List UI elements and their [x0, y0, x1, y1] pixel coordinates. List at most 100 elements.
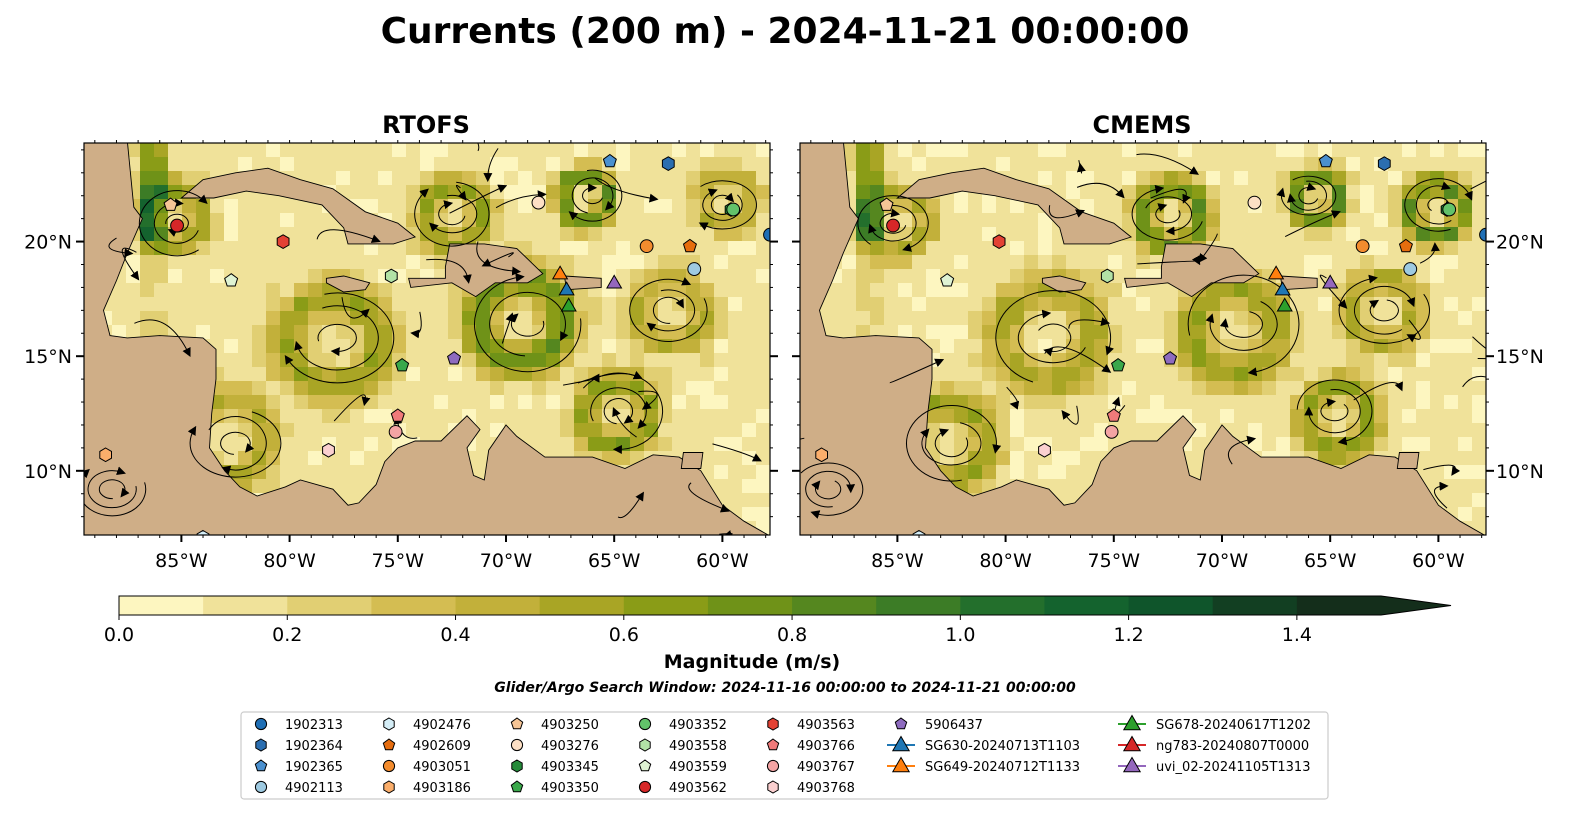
magnitude-cell — [1346, 143, 1361, 158]
magnitude-cell — [280, 157, 295, 172]
magnitude-cell — [1038, 227, 1053, 242]
magnitude-cell — [1388, 199, 1403, 214]
magnitude-cell — [1220, 143, 1235, 158]
legend-marker — [383, 717, 395, 731]
magnitude-cell — [1206, 283, 1221, 298]
magnitude-cell — [308, 395, 323, 410]
magnitude-cell — [1444, 213, 1459, 228]
magnitude-cell — [912, 297, 927, 312]
magnitude-cell — [714, 367, 729, 382]
streamline — [1353, 381, 1403, 401]
legend-item-4903768: 4903768 — [767, 780, 855, 796]
magnitude-cell — [982, 451, 997, 466]
streamline — [889, 358, 945, 384]
magnitude-cell — [898, 143, 913, 158]
magnitude-cell — [280, 255, 295, 270]
magnitude-cell — [280, 283, 295, 298]
magnitude-cell — [1038, 143, 1053, 158]
magnitude-cell — [252, 297, 267, 312]
magnitude-cell — [1038, 465, 1053, 480]
platform-marker-4903352 — [1442, 202, 1457, 217]
magnitude-cell — [574, 143, 589, 158]
magnitude-cell — [588, 297, 603, 312]
magnitude-cell — [1122, 213, 1137, 228]
magnitude-cell — [996, 297, 1011, 312]
magnitude-cell — [1276, 409, 1291, 424]
magnitude-cell — [1318, 171, 1333, 186]
magnitude-cell — [996, 437, 1011, 452]
magnitude-cell — [884, 269, 899, 284]
magnitude-cell — [1248, 143, 1263, 158]
magnitude-cell — [940, 297, 955, 312]
magnitude-cell — [1276, 185, 1291, 200]
magnitude-cell — [1206, 227, 1221, 242]
platform-marker-4903051 — [639, 239, 654, 254]
magnitude-cell — [672, 395, 687, 410]
magnitude-cell — [1458, 255, 1473, 270]
magnitude-cell — [518, 381, 533, 396]
land-layer — [800, 143, 1486, 535]
platform-marker-SG630-20240713T1103 — [1274, 281, 1291, 296]
magnitude-cell — [406, 185, 421, 200]
magnitude-cell — [196, 325, 211, 340]
magnitude-cell — [476, 297, 491, 312]
legend-marker — [767, 780, 779, 794]
magnitude-cell — [1136, 423, 1151, 438]
magnitude-cell — [714, 227, 729, 242]
magnitude-cell — [856, 283, 871, 298]
magnitude-cell — [1136, 157, 1151, 172]
magnitude-cell — [1430, 227, 1445, 242]
magnitude-cell — [252, 423, 267, 438]
magnitude-cell — [476, 353, 491, 368]
magnitude-cell — [574, 311, 589, 326]
magnitude-cell — [1444, 395, 1459, 410]
magnitude-cell — [1304, 185, 1319, 200]
magnitude-cell — [1122, 395, 1137, 410]
colorbar-extend-max — [1381, 596, 1451, 615]
magnitude-cell — [1360, 381, 1375, 396]
platform-marker-4903558 — [1100, 268, 1114, 284]
magnitude-cell — [1080, 143, 1095, 158]
magnitude-cell — [588, 255, 603, 270]
magnitude-cell — [238, 325, 253, 340]
magnitude-cell — [1388, 143, 1403, 158]
magnitude-cell — [392, 395, 407, 410]
magnitude-cell — [1458, 381, 1473, 396]
magnitude-cell — [1458, 325, 1473, 340]
magnitude-cell — [1444, 479, 1459, 494]
magnitude-cell — [870, 143, 885, 158]
magnitude-cell — [252, 241, 267, 256]
magnitude-cell — [686, 213, 701, 228]
colorbar-tick-label: 0.2 — [272, 624, 302, 646]
magnitude-cell — [434, 395, 449, 410]
magnitude-cell — [1066, 143, 1081, 158]
magnitude-cell — [672, 227, 687, 242]
magnitude-cell — [644, 437, 659, 452]
magnitude-cell — [1108, 199, 1123, 214]
magnitude-cell — [476, 311, 491, 326]
magnitude-cell — [294, 339, 309, 354]
magnitude-cell — [1444, 353, 1459, 368]
magnitude-cell — [588, 213, 603, 228]
magnitude-cell — [1010, 353, 1025, 368]
legend-label: 4903051 — [413, 760, 471, 775]
magnitude-cell — [1402, 381, 1417, 396]
magnitude-cell — [1262, 143, 1277, 158]
legend-marker — [1122, 756, 1142, 773]
legend-item-4903051: 4903051 — [382, 759, 471, 775]
magnitude-cell — [602, 325, 617, 340]
map-panel-rtofs: RTOFS 85°W 80°W 75°W 70°W 65°W 60°W10°N15°N20… — [24, 111, 778, 572]
magnitude-cell — [1164, 143, 1179, 158]
magnitude-cell — [644, 157, 659, 172]
magnitude-cell — [588, 185, 603, 200]
magnitude-cell — [1360, 143, 1375, 158]
magnitude-cell — [658, 353, 673, 368]
magnitude-cell — [168, 311, 183, 326]
magnitude-cell — [756, 395, 770, 410]
colorbar-label: Magnitude (m/s) — [664, 651, 841, 673]
magnitude-cell — [940, 227, 955, 242]
magnitude-cell — [884, 283, 899, 298]
magnitude-cell — [1164, 395, 1179, 410]
magnitude-cell — [1010, 143, 1025, 158]
magnitude-cell — [1290, 213, 1305, 228]
